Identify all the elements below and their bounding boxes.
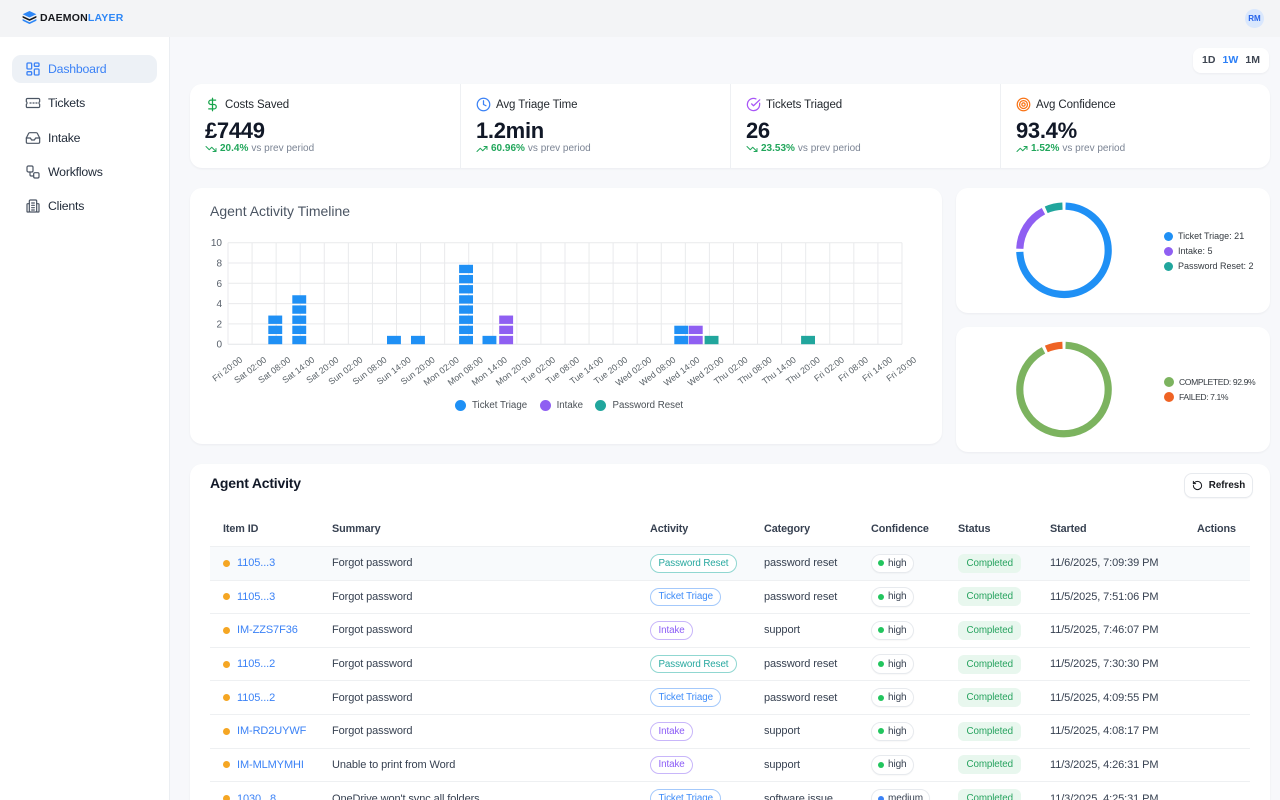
- svg-text:6: 6: [216, 278, 222, 289]
- svg-text:0: 0: [216, 339, 222, 350]
- svg-text:4: 4: [216, 299, 222, 310]
- svg-text:8: 8: [216, 258, 222, 269]
- svg-text:2: 2: [216, 319, 222, 330]
- svg-text:10: 10: [211, 238, 223, 249]
